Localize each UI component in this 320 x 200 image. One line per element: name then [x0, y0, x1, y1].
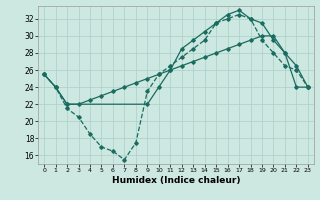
X-axis label: Humidex (Indice chaleur): Humidex (Indice chaleur)	[112, 176, 240, 185]
